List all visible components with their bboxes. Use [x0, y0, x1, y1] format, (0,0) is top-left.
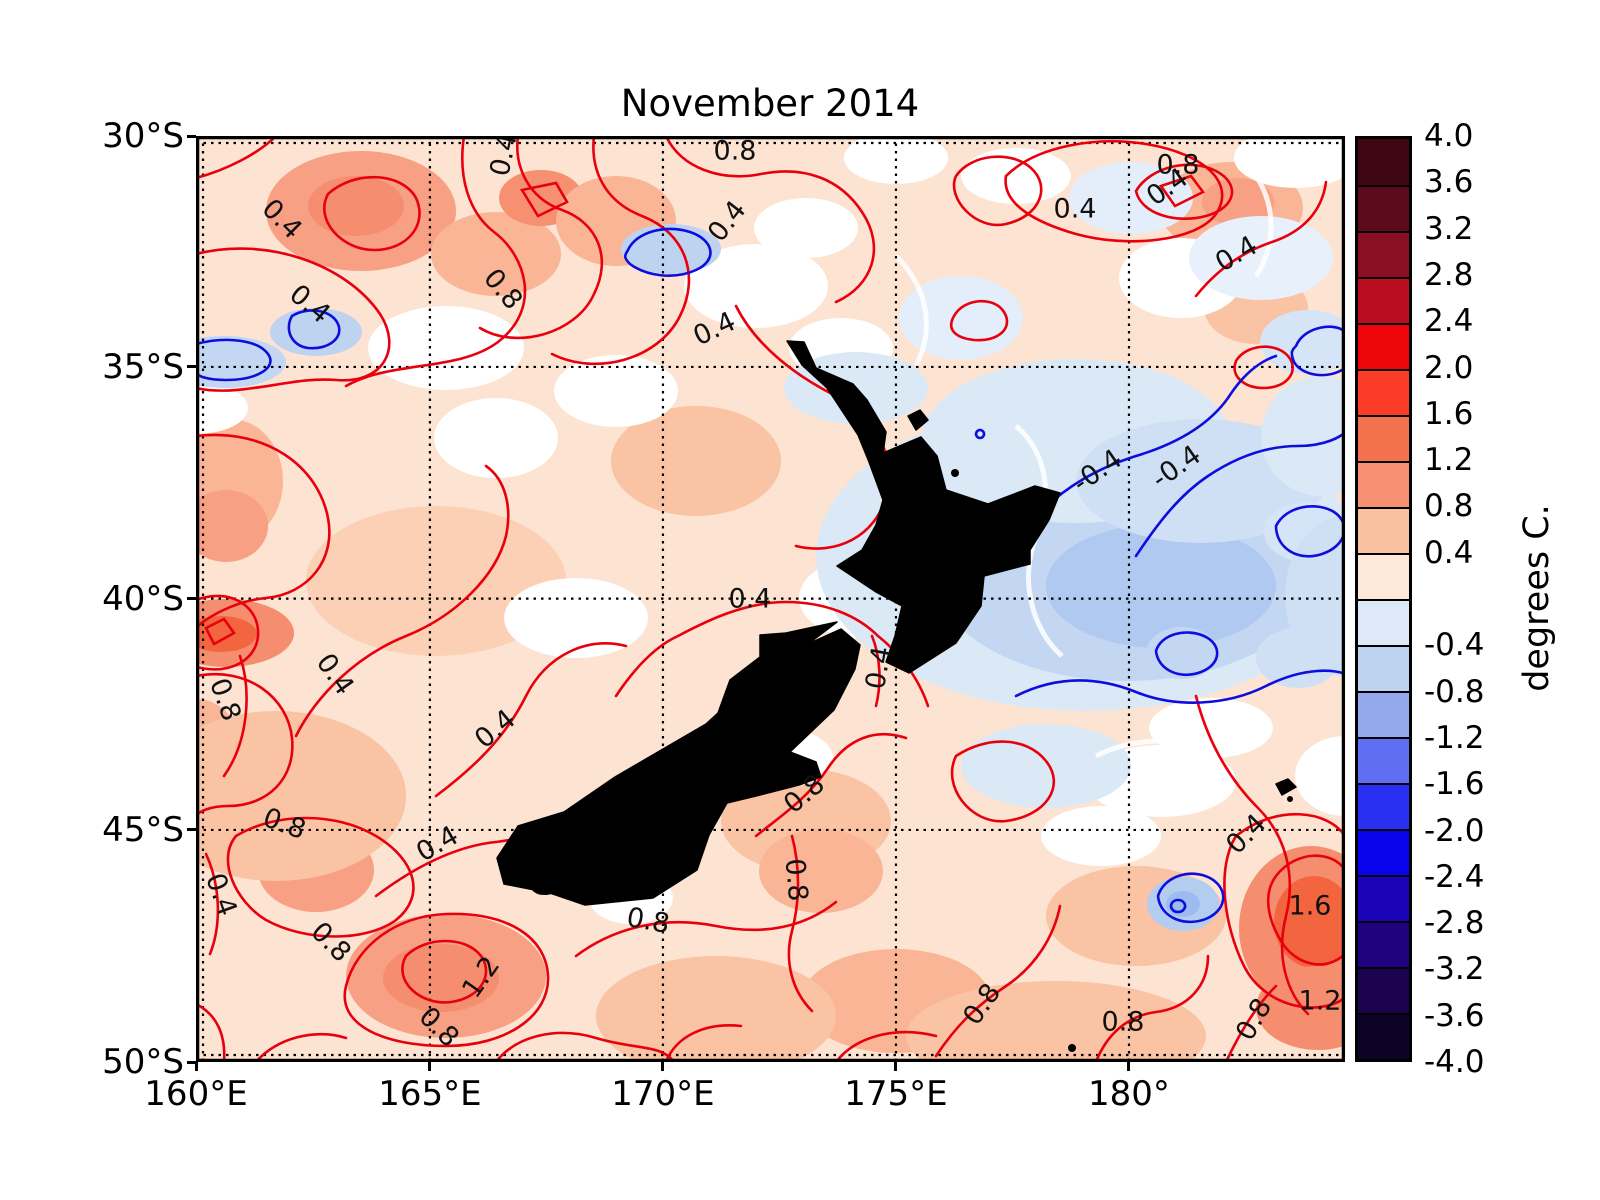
axis-tick: [428, 1062, 432, 1071]
colorbar-tick-label: -2.4: [1424, 858, 1485, 895]
axis-tick: [661, 1062, 665, 1071]
colorbar-cell: [1358, 921, 1409, 967]
colorbar-cell: [1358, 231, 1409, 277]
colorbar-tick-label: -0.8: [1424, 673, 1485, 710]
colorbar-tick-label: 3.6: [1424, 164, 1474, 201]
colorbar-cell: [1358, 369, 1409, 415]
axis-tick: [894, 1062, 898, 1071]
colorbar-tick-label: -0.4: [1424, 627, 1485, 664]
colorbar-tick-label: 1.6: [1424, 395, 1474, 432]
colorbar: [1355, 136, 1412, 1062]
y-tick-label: 40°S: [102, 578, 184, 619]
colorbar-tick-label: 0.4: [1424, 534, 1474, 571]
y-tick-label: 50°S: [102, 1042, 184, 1082]
contour-label: 0.4: [729, 584, 772, 615]
colorbar-tick-label: -3.2: [1424, 951, 1485, 988]
colorbar-cell: [1358, 323, 1409, 369]
plot-title: November 2014: [620, 82, 920, 125]
contour-label: 0.4: [1054, 194, 1097, 225]
colorbar-cell: [1358, 599, 1409, 645]
colorbar-cell: [1358, 415, 1409, 461]
y-tick-label: 30°S: [102, 116, 184, 156]
contour-label: 0.8: [1157, 150, 1200, 181]
colorbar-tick-label: -4.0: [1424, 1044, 1485, 1080]
colorbar-cell: [1358, 461, 1409, 507]
colorbar-cell: [1358, 185, 1409, 231]
colorbar-cell: [1358, 691, 1409, 737]
colorbar-cell: [1358, 737, 1409, 783]
contour-label: 0.8: [624, 902, 672, 940]
contour-label: 0.8: [714, 136, 757, 167]
colorbar-cell: [1358, 1013, 1409, 1059]
y-tick-label: 35°S: [102, 346, 184, 387]
colorbar-cell: [1358, 829, 1409, 875]
colorbar-tick-label: 2.8: [1424, 256, 1474, 293]
y-tick-label: 45°S: [102, 809, 184, 850]
colorbar-cell: [1358, 967, 1409, 1013]
axis-tick: [187, 828, 196, 832]
colorbar-tick-label: 1.2: [1424, 442, 1474, 479]
colorbar-cell: [1358, 783, 1409, 829]
colorbar-tick-label: -3.6: [1424, 997, 1485, 1034]
contour-map: 0.40.4 0.80.4 0.80.40.40.40.80.40.4-0.4 -0.…: [196, 136, 1345, 1062]
colorbar-tick-label: 3.2: [1424, 210, 1474, 247]
colorbar-cell: [1358, 645, 1409, 691]
colorbar-cell: [1358, 507, 1409, 553]
contour-label: 0.4: [860, 644, 898, 692]
map-plot-area: 0.4 0.4 0.8 0.4 0.8 0.4 0.4 0.4 0.8 0.4 0.4 -0.4 -0.…: [196, 136, 1345, 1062]
colorbar-label: degrees C.: [1517, 504, 1557, 692]
colorbar-tick-label: 2.0: [1424, 349, 1474, 386]
colorbar-tick-label: -1.6: [1424, 766, 1485, 803]
x-tick-label: 175°E: [844, 1074, 948, 1114]
landmass-new-zealand: [496, 340, 1297, 1052]
contour-label: 1.2: [1299, 986, 1342, 1017]
colorbar-tick-label: 4.0: [1424, 118, 1474, 154]
contour-label: 0.8: [1102, 1007, 1145, 1038]
colorbar-cell: [1358, 139, 1409, 185]
x-tick-label: 165°E: [378, 1074, 482, 1114]
colorbar-cell: [1358, 553, 1409, 599]
colorbar-tick-label: -1.2: [1424, 719, 1485, 756]
colorbar-cell: [1358, 875, 1409, 921]
x-tick-label: 170°E: [611, 1074, 715, 1114]
colorbar-tick-label: -2.0: [1424, 812, 1485, 849]
colorbar-tick-label: 2.4: [1424, 303, 1474, 340]
contour-label: 1.6: [1289, 891, 1332, 922]
axis-tick: [187, 134, 196, 138]
axis-tick: [187, 1060, 196, 1064]
positive-contours: [196, 136, 1345, 1062]
axes-frame: [196, 136, 1345, 1062]
colorbar-tick-label: -2.8: [1424, 905, 1485, 942]
colorbar-cell: [1358, 277, 1409, 323]
x-tick-label: 180°: [1088, 1074, 1170, 1114]
x-tick-label: 160°E: [144, 1074, 248, 1114]
axis-tick: [1127, 1062, 1131, 1071]
contour-label: 0.8: [779, 857, 814, 902]
axis-tick: [187, 597, 196, 601]
colorbar-tick-label: 0.8: [1424, 488, 1474, 525]
axis-tick: [194, 1062, 198, 1071]
axis-tick: [187, 365, 196, 369]
